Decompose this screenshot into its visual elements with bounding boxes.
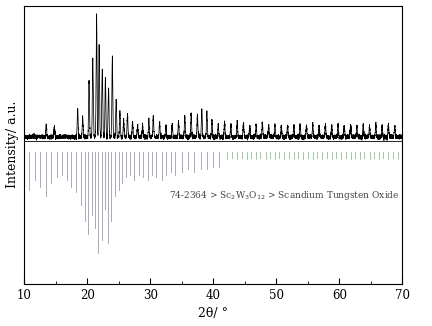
Y-axis label: Intensity/ a.u.: Intensity/ a.u. bbox=[6, 101, 19, 188]
X-axis label: 2θ/ °: 2θ/ ° bbox=[198, 307, 228, 320]
Text: 74-2364 > Sc$_2$W$_3$O$_{12}$ > Scandium Tungsten Oxide: 74-2364 > Sc$_2$W$_3$O$_{12}$ > Scandium… bbox=[169, 189, 400, 202]
